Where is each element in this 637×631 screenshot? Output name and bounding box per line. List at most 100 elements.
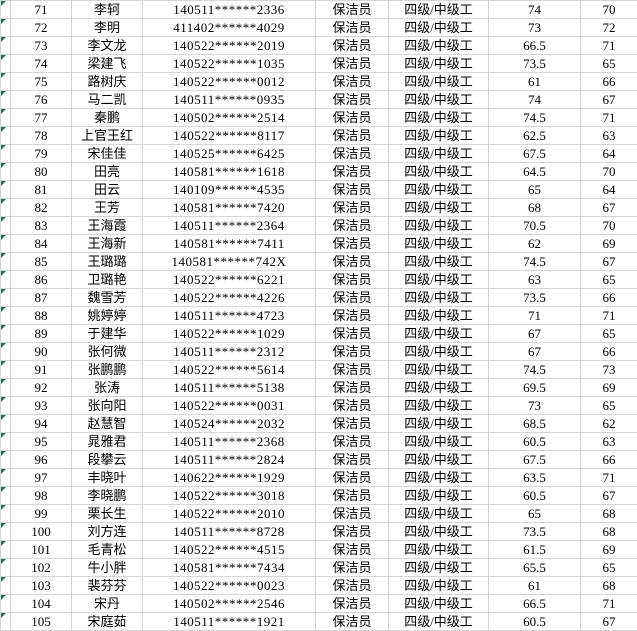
cell-level[interactable]: 四级/中级工: [388, 432, 489, 451]
cell-score2[interactable]: 64: [580, 144, 637, 163]
cell-row-number[interactable]: 95: [10, 432, 72, 451]
cell-name[interactable]: 于建华: [71, 324, 143, 343]
cell-id-masked[interactable]: 140511******2364: [142, 216, 316, 235]
cell-score1[interactable]: 61: [488, 72, 581, 91]
cell-score1[interactable]: 73.5: [488, 288, 581, 307]
cell-error-indicator[interactable]: [0, 450, 11, 469]
cell-level[interactable]: 四级/中级工: [388, 198, 489, 217]
cell-error-indicator[interactable]: [0, 54, 11, 73]
cell-score2[interactable]: 65: [580, 54, 637, 73]
cell-row-number[interactable]: 77: [10, 108, 72, 127]
cell-score2[interactable]: 69: [580, 540, 637, 559]
cell-level[interactable]: 四级/中级工: [388, 342, 489, 361]
cell-name[interactable]: 张鹏鹏: [71, 360, 143, 379]
cell-name[interactable]: 魏雪芳: [71, 288, 143, 307]
cell-job[interactable]: 保洁员: [315, 108, 389, 127]
cell-job[interactable]: 保洁员: [315, 270, 389, 289]
cell-level[interactable]: 四级/中级工: [388, 612, 489, 631]
cell-score1[interactable]: 60.5: [488, 432, 581, 451]
cell-row-number[interactable]: 88: [10, 306, 72, 325]
cell-name[interactable]: 李晓鹏: [71, 486, 143, 505]
cell-score1[interactable]: 66.5: [488, 594, 581, 613]
cell-level[interactable]: 四级/中级工: [388, 180, 489, 199]
cell-name[interactable]: 王海霞: [71, 216, 143, 235]
cell-id-masked[interactable]: 140511******2368: [142, 432, 316, 451]
cell-id-masked[interactable]: 140522******2019: [142, 36, 316, 55]
cell-score1[interactable]: 65: [488, 180, 581, 199]
cell-job[interactable]: 保洁员: [315, 468, 389, 487]
cell-job[interactable]: 保洁员: [315, 234, 389, 253]
cell-row-number[interactable]: 80: [10, 162, 72, 181]
cell-row-number[interactable]: 89: [10, 324, 72, 343]
cell-id-masked[interactable]: 140522******0031: [142, 396, 316, 415]
cell-score2[interactable]: 71: [580, 108, 637, 127]
cell-job[interactable]: 保洁员: [315, 0, 389, 19]
cell-row-number[interactable]: 78: [10, 126, 72, 145]
cell-name[interactable]: 毛青松: [71, 540, 143, 559]
cell-error-indicator[interactable]: [0, 576, 11, 595]
cell-error-indicator[interactable]: [0, 72, 11, 91]
cell-row-number[interactable]: 87: [10, 288, 72, 307]
cell-score1[interactable]: 62.5: [488, 126, 581, 145]
cell-row-number[interactable]: 97: [10, 468, 72, 487]
cell-row-number[interactable]: 92: [10, 378, 72, 397]
cell-error-indicator[interactable]: [0, 540, 11, 559]
cell-row-number[interactable]: 100: [10, 522, 72, 541]
cell-id-masked[interactable]: 140522******0012: [142, 72, 316, 91]
cell-score2[interactable]: 66: [580, 72, 637, 91]
cell-error-indicator[interactable]: [0, 126, 11, 145]
cell-job[interactable]: 保洁员: [315, 18, 389, 37]
cell-error-indicator[interactable]: [0, 468, 11, 487]
cell-error-indicator[interactable]: [0, 594, 11, 613]
cell-error-indicator[interactable]: [0, 0, 11, 19]
cell-score2[interactable]: 70: [580, 162, 637, 181]
cell-job[interactable]: 保洁员: [315, 54, 389, 73]
cell-name[interactable]: 上官王红: [71, 126, 143, 145]
cell-score2[interactable]: 67: [580, 486, 637, 505]
cell-id-masked[interactable]: 140581******742X: [142, 252, 316, 271]
cell-error-indicator[interactable]: [0, 180, 11, 199]
cell-score1[interactable]: 73.5: [488, 522, 581, 541]
cell-job[interactable]: 保洁员: [315, 36, 389, 55]
cell-name[interactable]: 丰晓叶: [71, 468, 143, 487]
cell-row-number[interactable]: 76: [10, 90, 72, 109]
cell-id-masked[interactable]: 140581******1618: [142, 162, 316, 181]
cell-score2[interactable]: 62: [580, 414, 637, 433]
cell-level[interactable]: 四级/中级工: [388, 72, 489, 91]
cell-id-masked[interactable]: 140522******6221: [142, 270, 316, 289]
cell-name[interactable]: 李文龙: [71, 36, 143, 55]
cell-job[interactable]: 保洁员: [315, 126, 389, 145]
cell-job[interactable]: 保洁员: [315, 360, 389, 379]
cell-name[interactable]: 姚婷婷: [71, 306, 143, 325]
cell-score2[interactable]: 68: [580, 522, 637, 541]
cell-score2[interactable]: 71: [580, 36, 637, 55]
cell-row-number[interactable]: 74: [10, 54, 72, 73]
cell-score1[interactable]: 61: [488, 576, 581, 595]
cell-job[interactable]: 保洁员: [315, 288, 389, 307]
cell-level[interactable]: 四级/中级工: [388, 414, 489, 433]
cell-name[interactable]: 路树庆: [71, 72, 143, 91]
cell-row-number[interactable]: 90: [10, 342, 72, 361]
cell-score2[interactable]: 70: [580, 216, 637, 235]
cell-job[interactable]: 保洁员: [315, 540, 389, 559]
cell-name[interactable]: 宋丹: [71, 594, 143, 613]
cell-level[interactable]: 四级/中级工: [388, 378, 489, 397]
cell-name[interactable]: 牛小胖: [71, 558, 143, 577]
cell-level[interactable]: 四级/中级工: [388, 360, 489, 379]
cell-id-masked[interactable]: 140581******7411: [142, 234, 316, 253]
cell-error-indicator[interactable]: [0, 342, 11, 361]
cell-job[interactable]: 保洁员: [315, 378, 389, 397]
cell-score2[interactable]: 66: [580, 450, 637, 469]
cell-job[interactable]: 保洁员: [315, 90, 389, 109]
cell-name[interactable]: 梁建飞: [71, 54, 143, 73]
cell-score1[interactable]: 74: [488, 0, 581, 19]
cell-id-masked[interactable]: 140502******2546: [142, 594, 316, 613]
cell-name[interactable]: 宋佳佳: [71, 144, 143, 163]
cell-score1[interactable]: 60.5: [488, 612, 581, 631]
cell-level[interactable]: 四级/中级工: [388, 504, 489, 523]
cell-row-number[interactable]: 105: [10, 612, 72, 631]
cell-name[interactable]: 秦鹏: [71, 108, 143, 127]
cell-job[interactable]: 保洁员: [315, 342, 389, 361]
cell-score1[interactable]: 66.5: [488, 36, 581, 55]
cell-name[interactable]: 王芳: [71, 198, 143, 217]
